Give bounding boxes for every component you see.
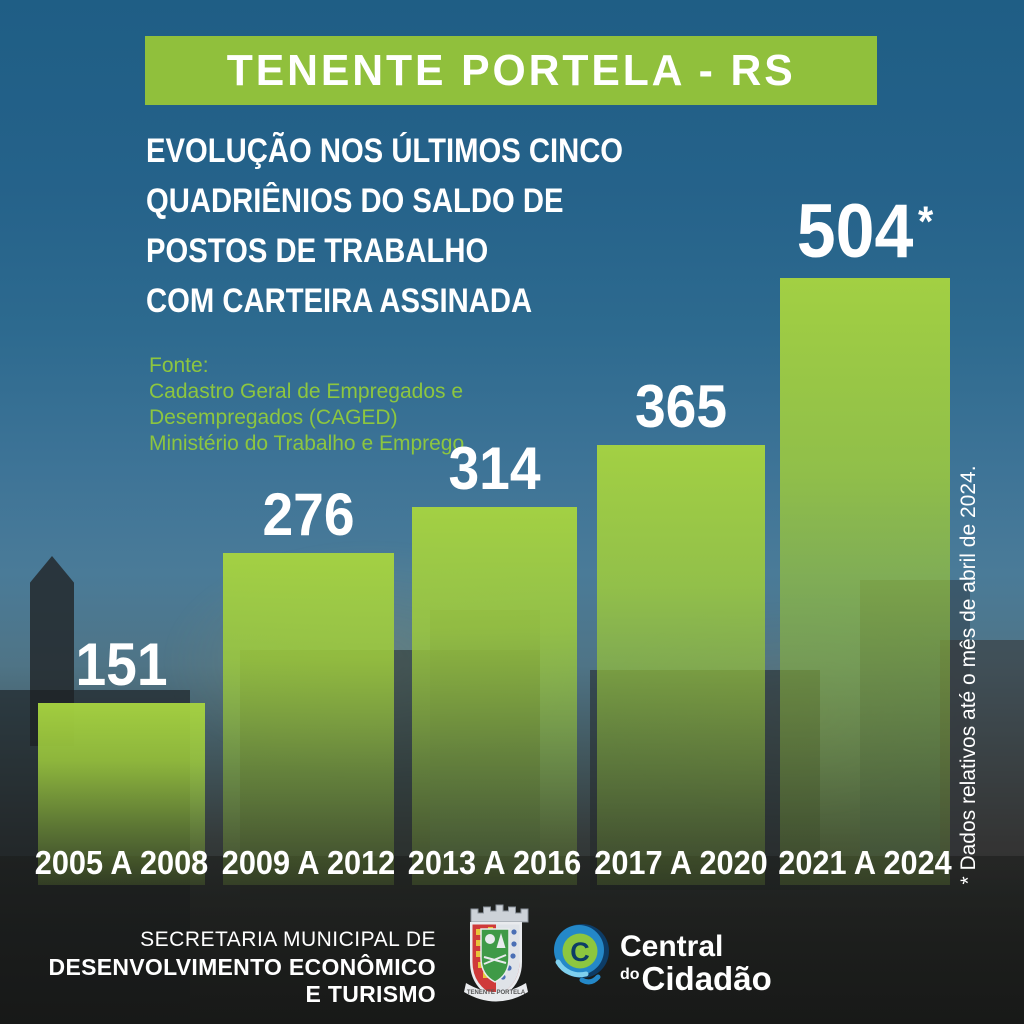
central-do-cidadao-logo: C Central do Cidadão: [552, 922, 772, 995]
source-line-1: Cadastro Geral de Empregados e: [149, 380, 464, 403]
bar-category-label: 2005 A 2008: [34, 844, 209, 881]
chart-heading: EVOLUÇÃO NOS ÚLTIMOS CINCO QUADRIÊNIOS D…: [146, 126, 701, 326]
heading-line-2: QUADRIÊNIOS DO SALDO DE: [146, 182, 564, 220]
asterisk-marker: *: [918, 197, 934, 246]
central-cidadao-wordmark: Central do Cidadão: [620, 930, 772, 997]
crest-ribbon-text: TENENTE PORTELA: [467, 990, 526, 996]
logo-word-do: do: [620, 966, 640, 983]
coat-of-arms-icon: TENENTE PORTELA: [464, 904, 529, 1002]
secretariat-line-2: DESENVOLVIMENTO ECONÔMICO: [48, 954, 436, 980]
municipal-crest-logo: TENENTE PORTELA: [462, 901, 530, 1012]
bar-2005-a-2008: [38, 703, 205, 885]
source-line-3: Ministério do Trabalho e Emprego: [149, 432, 465, 455]
bar-value-label: 151: [75, 631, 168, 698]
logo-word-cidadao: Cidadão: [641, 960, 772, 997]
heading-line-1: EVOLUÇÃO NOS ÚLTIMOS CINCO: [146, 132, 624, 170]
bar-value-label: 314: [448, 435, 541, 502]
bar-category-label: 2013 A 2016: [407, 844, 582, 881]
title-banner: TENENTE PORTELA - RS: [145, 36, 877, 105]
bar-2009-a-2012: [223, 553, 394, 885]
bar-value-label: 504 *: [796, 189, 934, 274]
bar-2017-a-2020: [597, 445, 765, 885]
bar-category-label: 2009 A 2012: [221, 844, 396, 881]
heading-line-3: POSTOS DE TRABALHO: [146, 232, 489, 270]
page-title: TENENTE PORTELA - RS: [226, 45, 796, 95]
secretariat-line-1: SECRETARIA MUNICIPAL DE: [140, 928, 436, 951]
svg-text:C: C: [570, 937, 590, 967]
bar-2013-a-2016: [412, 507, 577, 885]
bar-value-label: 276: [262, 481, 355, 548]
bar-category-label: 2021 A 2024: [778, 844, 952, 881]
source-line-2: Desempregados (CAGED): [149, 406, 398, 429]
secretariat-line-3: E TURISMO: [305, 981, 436, 1007]
secretariat-block: SECRETARIA MUNICIPAL DE DESENVOLVIMENTO …: [49, 926, 436, 1008]
vertical-footnote: * Dados relativos até o mês de abril de …: [957, 465, 980, 885]
building-silhouette: [940, 640, 1024, 880]
bar-category-label: 2017 A 2020: [594, 844, 768, 881]
source-note: Fonte: Cadastro Geral de Empregados e De…: [149, 353, 464, 457]
bar-value-label: 365: [634, 373, 728, 440]
bar-2021-a-2024: [780, 278, 950, 885]
central-cidadao-icon: C: [554, 924, 609, 985]
heading-line-4: COM CARTEIRA ASSINADA: [146, 282, 533, 320]
logo-word-central: Central: [620, 930, 724, 963]
source-label: Fonte:: [149, 354, 209, 377]
